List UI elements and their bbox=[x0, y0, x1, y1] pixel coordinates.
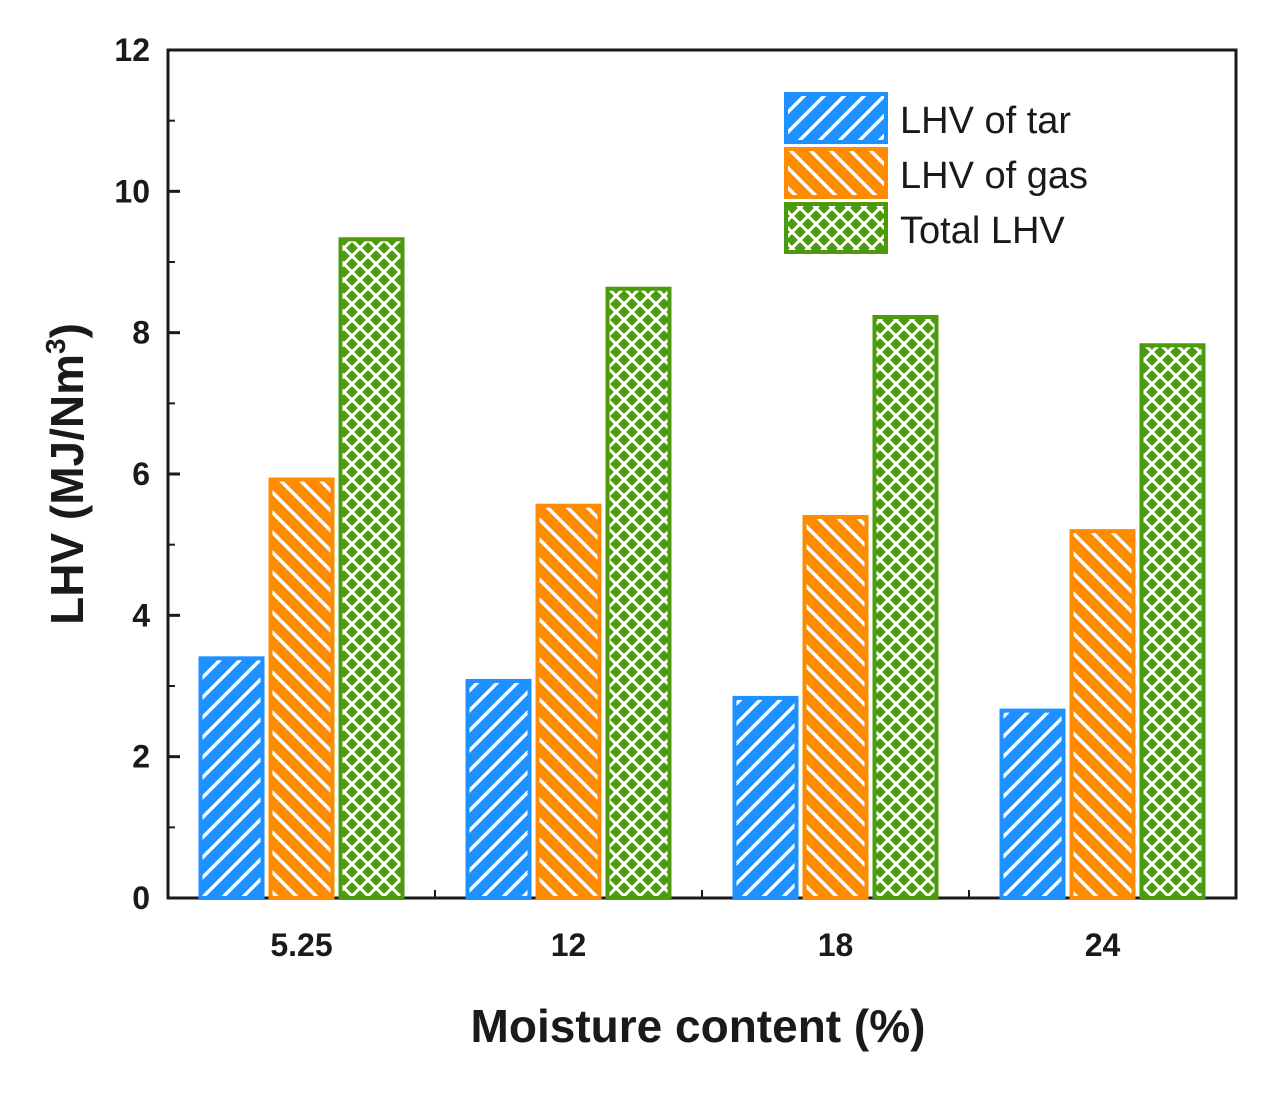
y-tick-label: 12 bbox=[114, 32, 150, 68]
y-tick-label: 6 bbox=[132, 456, 150, 492]
legend-label-total: Total LHV bbox=[900, 210, 1065, 252]
y-axis-title-main: LHV (MJ/Nm bbox=[41, 354, 93, 625]
x-tick-label: 12 bbox=[551, 927, 587, 963]
legend-label-tar: LHV of tar bbox=[900, 100, 1071, 142]
y-tick-label: 10 bbox=[114, 173, 150, 209]
y-axis-title: LHV (MJ/Nm3) bbox=[40, 323, 93, 625]
x-tick-label: 24 bbox=[1085, 927, 1121, 963]
bar-tar bbox=[999, 708, 1066, 901]
legend: LHV of tar LHV of gas Total LHV bbox=[784, 92, 1088, 254]
y-tick-label: 0 bbox=[132, 880, 150, 916]
bar-gas bbox=[1069, 529, 1136, 900]
x-tick-label: 5.25 bbox=[270, 927, 332, 963]
y-tick-label: 8 bbox=[132, 315, 150, 351]
bars-group bbox=[198, 237, 1206, 901]
y-axis-title-sup: 3 bbox=[40, 338, 71, 354]
bar-gas bbox=[802, 514, 869, 901]
legend-swatch-total bbox=[784, 202, 888, 254]
y-tick-label: 4 bbox=[132, 597, 150, 633]
bar-total bbox=[338, 237, 405, 900]
legend-label-gas: LHV of gas bbox=[900, 155, 1088, 197]
y-tick-label: 2 bbox=[132, 739, 150, 775]
bar-tar bbox=[465, 678, 532, 901]
y-axis: 0 2 4 6 8 10 12 bbox=[114, 32, 180, 916]
bar-tar bbox=[732, 695, 799, 900]
y-axis-title-close: ) bbox=[41, 323, 93, 338]
legend-swatch-gas bbox=[784, 147, 888, 199]
bar-tar bbox=[198, 656, 265, 900]
bar-total bbox=[605, 286, 672, 900]
x-axis: 5.25 12 18 24 bbox=[270, 886, 1121, 963]
bar-gas bbox=[535, 503, 602, 900]
bar-total bbox=[1139, 343, 1206, 900]
bar-total bbox=[872, 315, 939, 900]
legend-swatch-tar bbox=[784, 92, 888, 144]
bar-gas bbox=[268, 477, 335, 900]
x-axis-title: Moisture content (%) bbox=[471, 1000, 926, 1052]
x-tick-label: 18 bbox=[818, 927, 854, 963]
